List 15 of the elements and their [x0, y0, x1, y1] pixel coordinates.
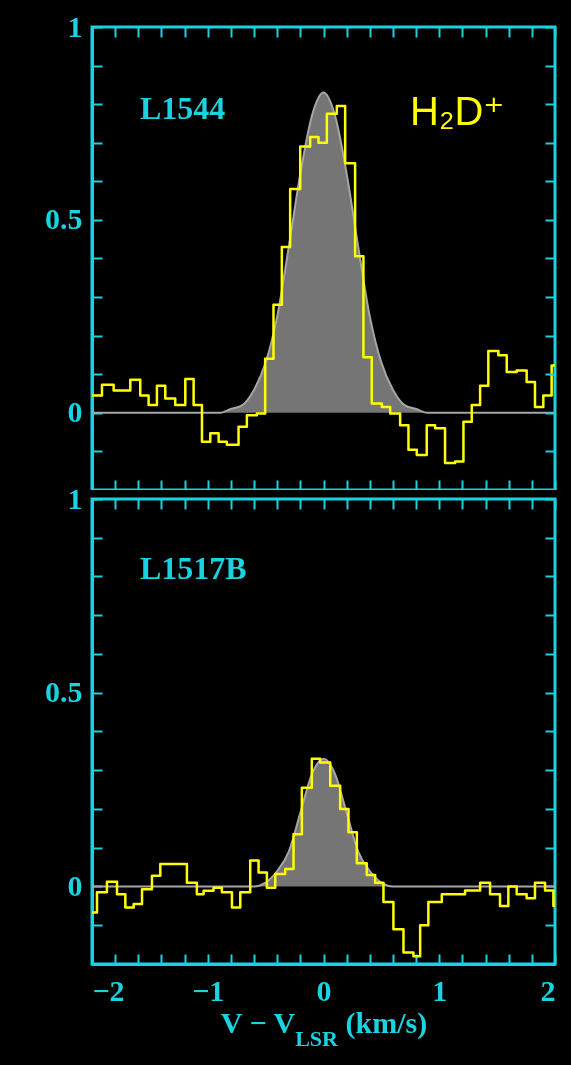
x-tick-label: −2: [92, 973, 125, 1007]
annotation: L1517B: [140, 550, 247, 586]
y-tick-label: 0.5: [45, 675, 83, 709]
x-axis-title: V − V$_{LSR}$ (km/s): [220, 1005, 428, 1050]
annotation: L1544: [140, 90, 226, 126]
x-tick-label: 1: [432, 973, 448, 1007]
y-tick-label: 1: [67, 9, 83, 43]
x-tick-label: 0: [316, 973, 332, 1007]
y-tick-label: 1: [67, 481, 83, 515]
annotation: H₂D⁺: [410, 89, 505, 133]
x-tick-label: −1: [192, 973, 225, 1007]
y-tick-label: 0: [67, 395, 83, 429]
y-tick-label: 0: [67, 869, 83, 902]
x-tick-label: 2: [540, 973, 556, 1007]
y-tick-label: 0.5: [45, 202, 83, 236]
